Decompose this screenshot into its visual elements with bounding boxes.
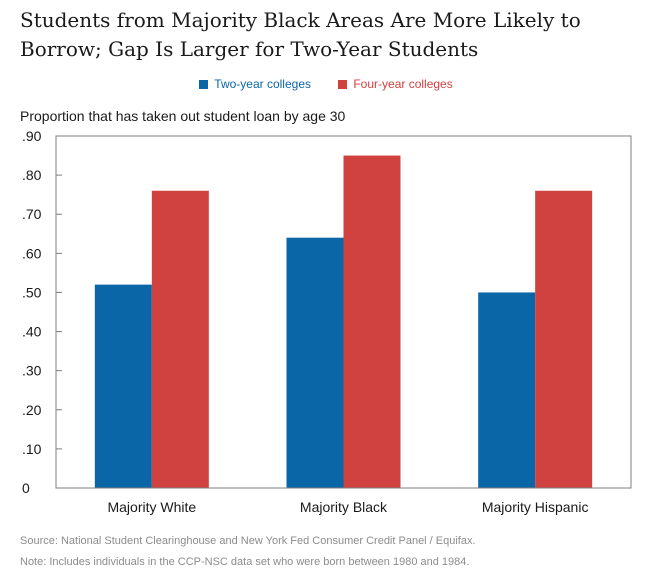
y-tick-label: .20 [22,402,42,418]
bar-four-year-majority-white [151,190,209,488]
x-tick-label-majority-hispanic: Majority Hispanic [482,499,589,515]
legend-item-two-year: Two-year colleges [199,77,311,91]
bar-four-year-majority-hispanic [535,190,593,488]
bar-two-year-majority-hispanic [478,292,536,488]
y-tick-label: .80 [22,167,42,183]
legend-item-four-year: Four-year colleges [338,77,453,91]
x-tick-label-majority-white: Majority White [107,499,196,515]
chart-title: Students from Majority Black Areas Are M… [20,6,640,64]
legend-swatch-four-year [338,79,348,89]
y-tick-label: .70 [22,206,42,222]
legend-label-two-year: Two-year colleges [214,77,311,91]
chart-title-line-1: Students from Majority Black Areas Are M… [20,8,581,32]
y-axis-label: Proportion that has taken out student lo… [20,108,346,124]
y-tick-label: .50 [22,284,42,300]
bar-two-year-majority-white [94,284,152,488]
y-tick-label: .90 [22,128,42,144]
bar-four-year-majority-black [343,155,401,489]
y-tick-label: .40 [22,324,42,340]
y-tick-label: .30 [22,363,42,379]
legend: Two-year colleges Four-year colleges [0,77,652,92]
legend-label-four-year: Four-year colleges [353,77,453,91]
source-note: Source: National Student Clearinghouse a… [20,535,476,547]
y-tick-label: .10 [22,441,42,457]
note-text: Note: Includes individuals in the CCP-NS… [20,556,470,568]
y-tick-label: 0 [22,480,30,496]
x-tick-label-majority-black: Majority Black [300,499,388,515]
plot-frame [55,135,632,489]
legend-swatch-two-year [199,79,209,89]
chart-title-line-2: Borrow; Gap Is Larger for Two-Year Stude… [20,37,479,61]
bar-two-year-majority-black [286,237,344,488]
y-tick-label: .60 [22,245,42,261]
